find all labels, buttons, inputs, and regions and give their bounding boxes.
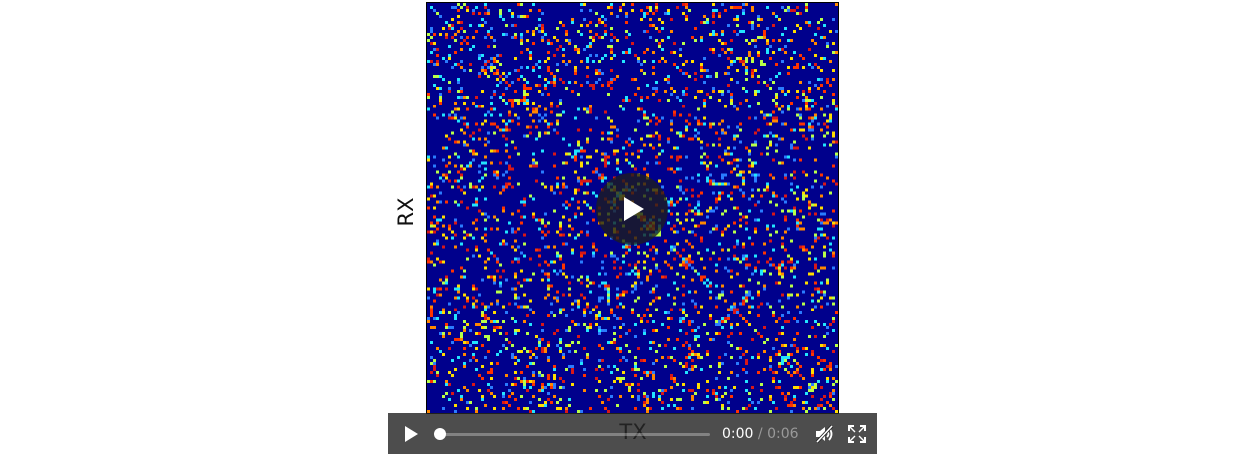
time-display: 0:00 / 0:06 <box>722 426 799 442</box>
mute-button[interactable] <box>809 419 839 449</box>
play-button[interactable] <box>396 419 426 449</box>
volume-muted-icon <box>815 424 833 443</box>
duration: 0:06 <box>767 425 799 442</box>
fullscreen-icon <box>847 424 866 443</box>
play-icon <box>624 197 644 221</box>
progress-slider[interactable] <box>434 424 710 444</box>
play-icon <box>405 425 418 442</box>
progress-track <box>440 432 710 436</box>
y-axis-label: RX <box>394 197 418 227</box>
big-play-button[interactable] <box>596 173 668 245</box>
current-time: 0:00 <box>722 425 754 442</box>
fullscreen-button[interactable] <box>842 419 872 449</box>
progress-thumb[interactable] <box>434 427 446 440</box>
control-bar: 0:00 / 0:06 <box>388 413 877 454</box>
time-separator: / <box>757 425 763 442</box>
